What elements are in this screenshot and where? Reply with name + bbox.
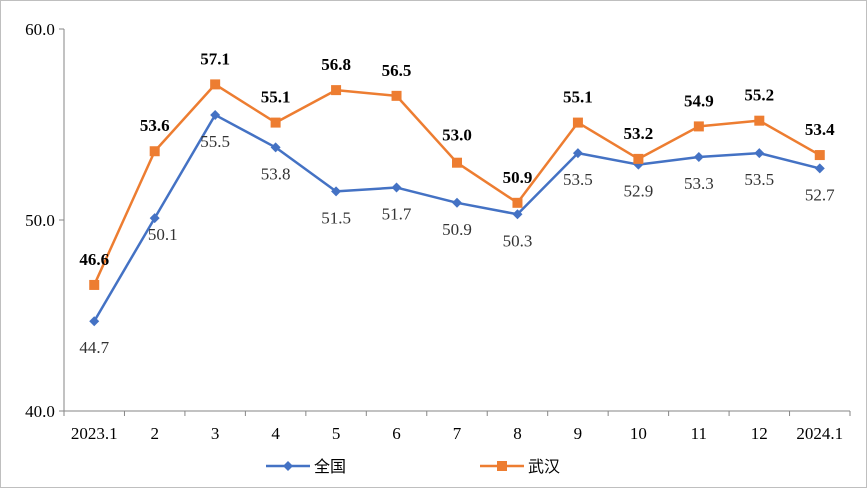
- data-label: 53.4: [805, 120, 835, 139]
- x-tick-label: 4: [271, 424, 280, 443]
- data-label: 50.3: [503, 231, 533, 250]
- x-tick-label: 3: [211, 424, 220, 443]
- data-point-diamond: [452, 197, 462, 208]
- data-point-square: [693, 121, 704, 132]
- data-point-square: [270, 117, 281, 128]
- x-tick-label: 6: [392, 424, 401, 443]
- x-tick-label: 7: [453, 424, 462, 443]
- data-point-square: [149, 146, 160, 157]
- data-label: 57.1: [200, 49, 230, 68]
- y-tick-label: 50.0: [25, 211, 55, 230]
- data-label: 53.8: [261, 164, 291, 183]
- data-point-square: [391, 90, 402, 101]
- legend-marker-square: [497, 461, 507, 471]
- data-point-diamond: [149, 213, 160, 224]
- data-label: 55.2: [744, 86, 774, 105]
- x-tick-label: 10: [630, 424, 647, 443]
- data-label: 50.1: [148, 225, 178, 244]
- x-tick-label: 11: [691, 424, 707, 443]
- data-point-diamond: [512, 209, 523, 220]
- y-tick-label: 40.0: [25, 402, 55, 421]
- data-label: 53.6: [140, 116, 170, 135]
- data-label: 56.8: [321, 55, 351, 74]
- x-tick-label: 9: [574, 424, 583, 443]
- data-point-diamond: [814, 163, 825, 174]
- legend-label: 武汉: [528, 457, 560, 476]
- data-point-square: [814, 150, 825, 161]
- data-label: 46.6: [79, 250, 109, 269]
- legend-marker-diamond: [283, 461, 293, 471]
- data-label: 53.5: [744, 170, 774, 189]
- data-point-square: [89, 279, 100, 290]
- data-point-square: [331, 85, 342, 96]
- data-label: 54.9: [684, 91, 714, 110]
- data-point-diamond: [210, 109, 221, 120]
- data-label: 53.5: [563, 170, 593, 189]
- data-point-square: [754, 115, 765, 126]
- data-point-diamond: [331, 186, 342, 197]
- x-tick-label: 5: [332, 424, 341, 443]
- data-label: 50.9: [442, 220, 472, 239]
- data-point-diamond: [754, 148, 765, 159]
- data-label: 56.5: [382, 61, 412, 80]
- x-tick-label: 8: [513, 424, 522, 443]
- data-label: 52.9: [624, 182, 654, 201]
- y-tick-label: 60.0: [25, 20, 55, 39]
- data-label: 52.7: [805, 185, 835, 204]
- data-point-square: [572, 117, 583, 128]
- data-point-square: [210, 79, 221, 90]
- x-tick-label: 2024.1: [796, 424, 843, 443]
- data-label: 51.5: [321, 208, 351, 227]
- data-label: 50.9: [503, 168, 533, 187]
- data-point-diamond: [391, 182, 402, 193]
- x-tick-label: 2023.1: [71, 424, 118, 443]
- x-tick-label: 12: [751, 424, 768, 443]
- legend-label: 全国: [314, 457, 346, 476]
- data-point-square: [512, 197, 523, 208]
- data-point-diamond: [572, 148, 583, 159]
- data-point-diamond: [693, 151, 704, 162]
- data-label: 44.7: [79, 338, 109, 357]
- data-label: 51.7: [382, 205, 412, 224]
- data-label: 53.3: [684, 174, 714, 193]
- data-point-square: [452, 157, 462, 168]
- data-label: 53.2: [624, 124, 654, 143]
- data-label: 53.0: [442, 126, 472, 145]
- data-label: 55.1: [261, 88, 291, 107]
- x-tick-label: 2: [150, 424, 159, 443]
- data-point-diamond: [89, 316, 100, 327]
- data-label: 55.5: [200, 132, 230, 151]
- data-point-diamond: [270, 142, 281, 153]
- data-point-square: [633, 153, 644, 164]
- data-label: 55.1: [563, 88, 593, 107]
